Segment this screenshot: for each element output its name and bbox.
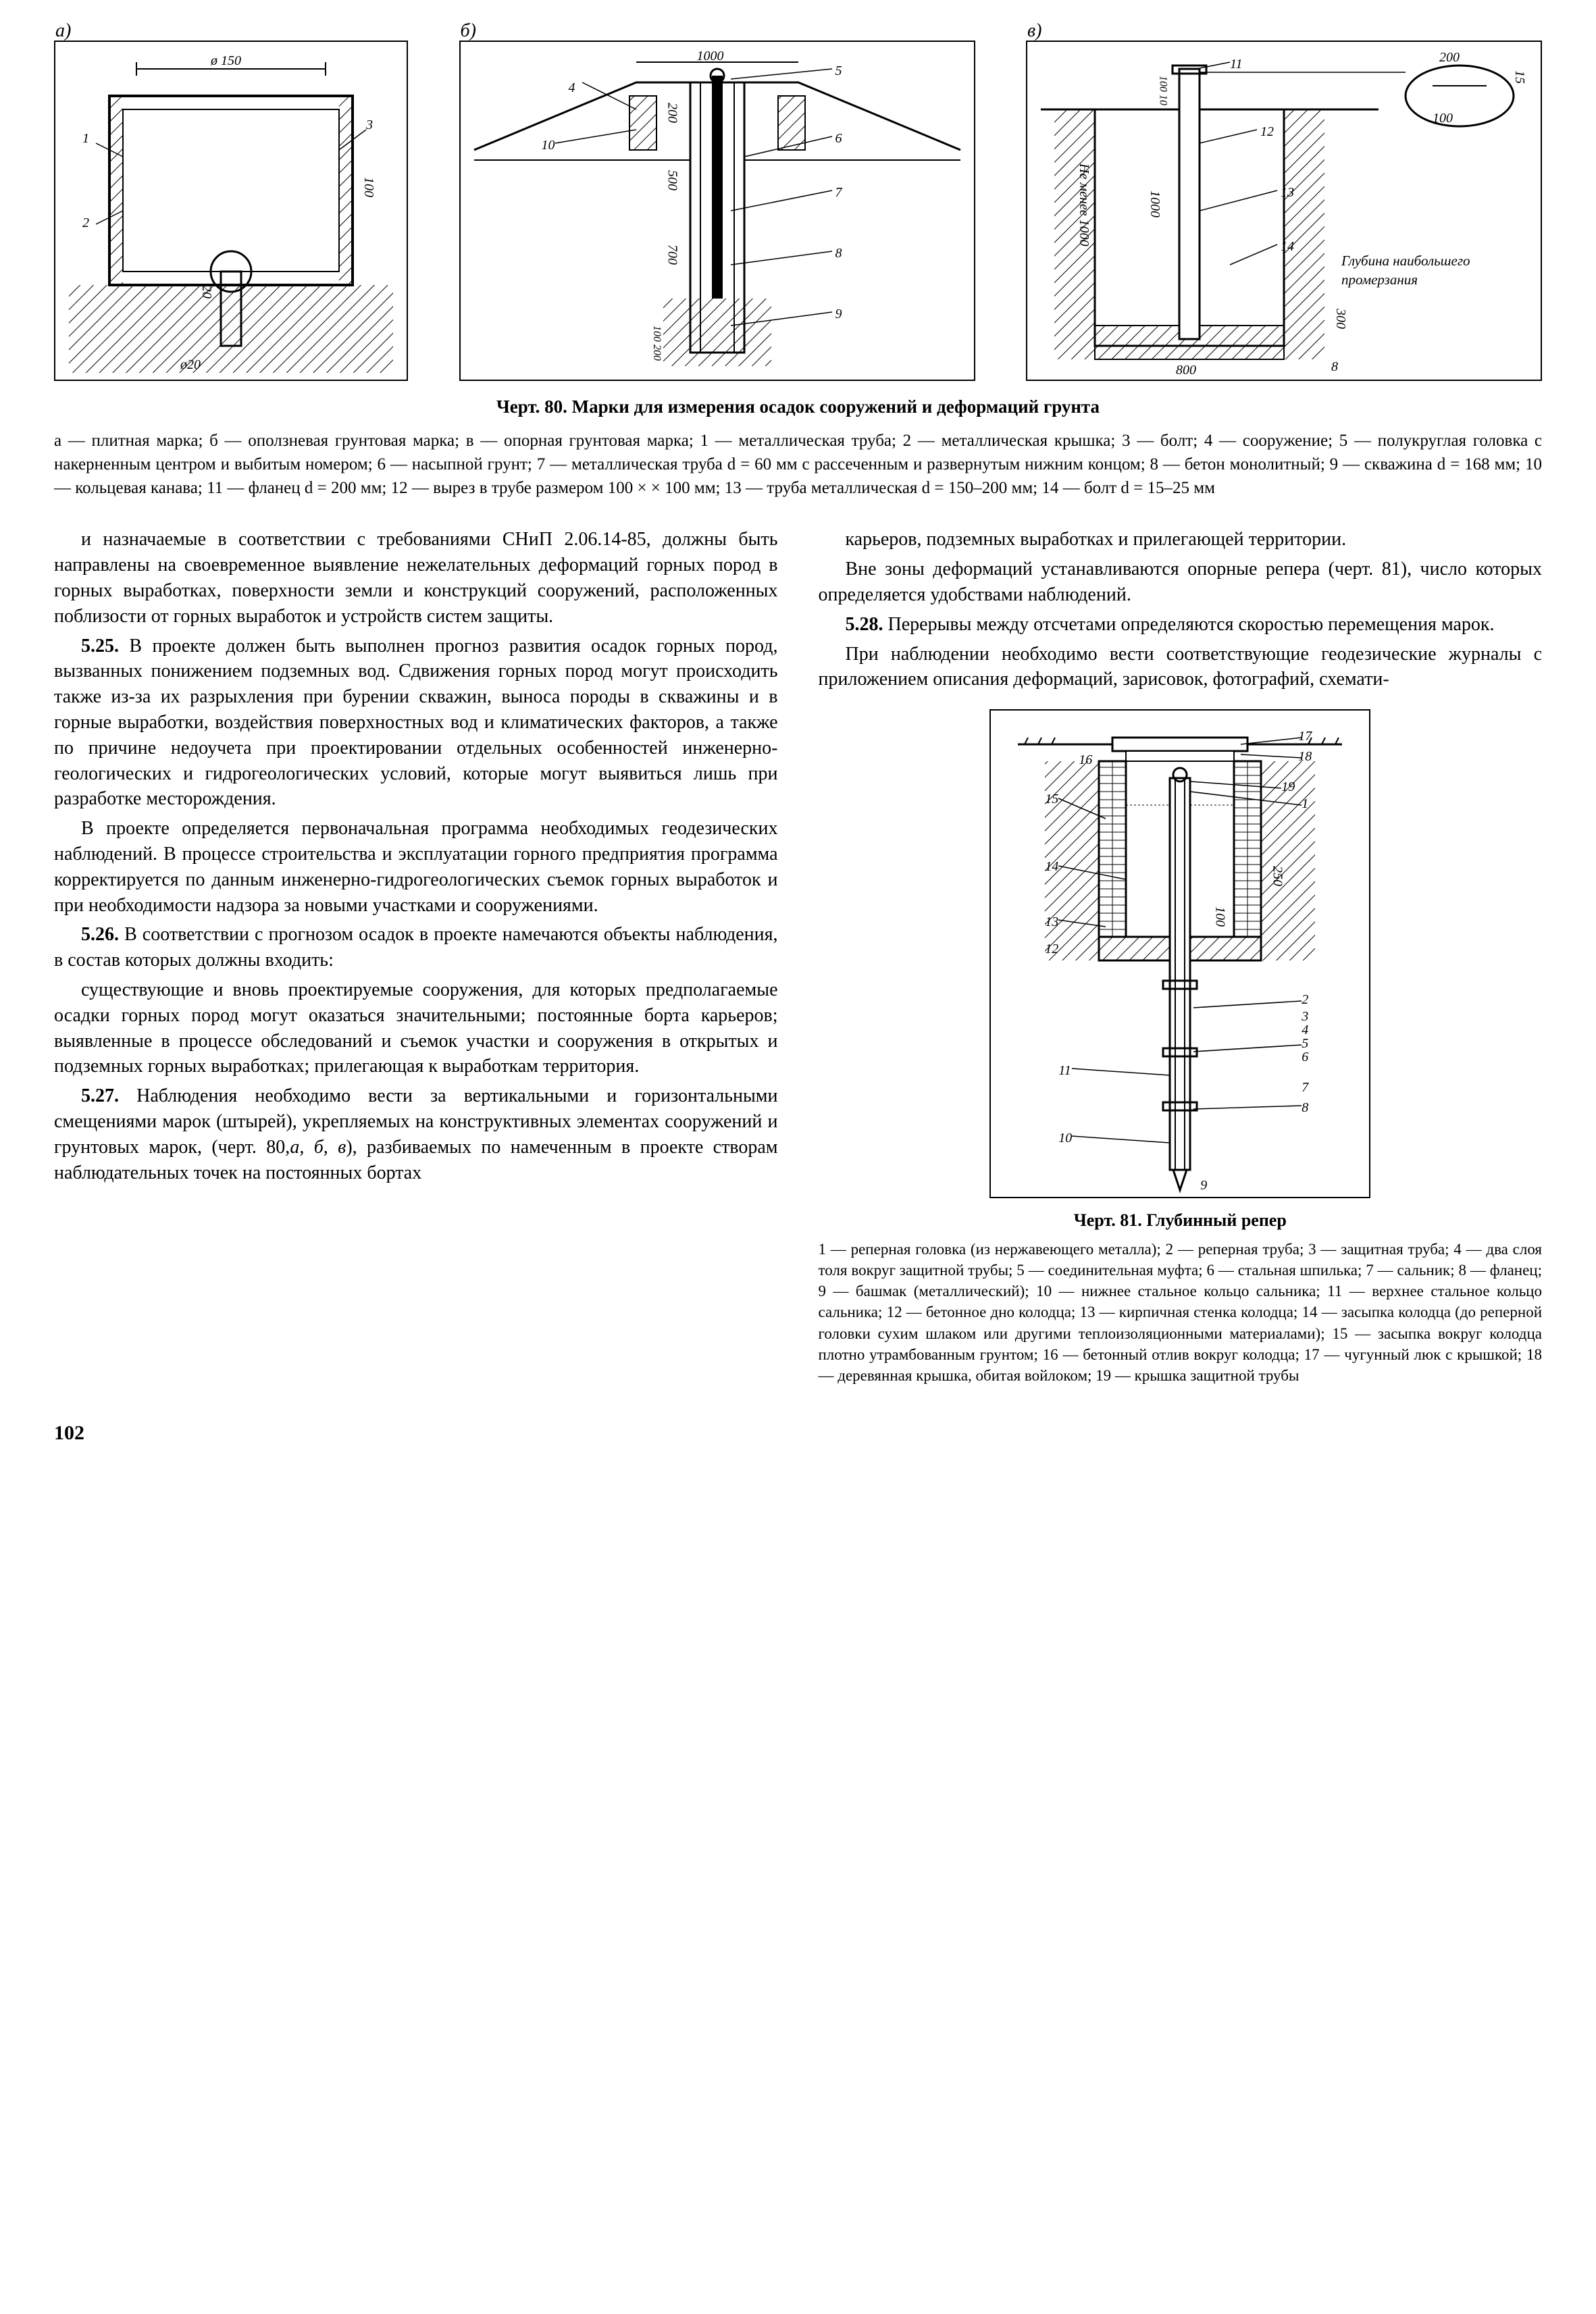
para-l0: и назначаемые в соответствии с требовани… — [54, 527, 778, 629]
dim-b-4: 4 — [569, 79, 575, 97]
dim-c-min1000: Не менее 1000 — [1075, 163, 1093, 247]
dim-b-6: 6 — [835, 130, 842, 148]
f81-7: 7 — [1302, 1079, 1308, 1097]
dim-c-15: 15 — [1510, 70, 1528, 84]
dim-c-100: 100 — [1433, 109, 1453, 128]
panel-label-c: в) — [1027, 18, 1041, 44]
figure-80-legend: а — плитная марка; б — оползневая грунто… — [54, 429, 1542, 500]
f81-12: 12 — [1045, 940, 1058, 958]
right-column: карьеров, подземных выработках и прилега… — [819, 527, 1543, 1385]
para-l1: 5.25. В проекте должен быть выполнен про… — [54, 634, 778, 813]
dim-c-800: 800 — [1176, 361, 1196, 380]
dim-c-13: 13 — [1281, 184, 1294, 202]
para-l2: В проекте определяется первоначальная пр… — [54, 816, 778, 918]
dim-a-3: 3 — [366, 116, 373, 134]
para-r2-text: Перерывы между отсчетами определяются ск… — [888, 614, 1495, 635]
para-l3-text: В соответствии с прогнозом осадок в прое… — [54, 924, 778, 971]
dim-b-700: 700 — [663, 245, 681, 265]
dim-b-500: 500 — [663, 170, 681, 190]
dim-c-freeze: Глубина наибольшего промерзания — [1341, 251, 1476, 290]
f81-13: 13 — [1045, 913, 1058, 931]
sec-526: 5.26. — [81, 924, 119, 945]
f81-19: 19 — [1281, 778, 1295, 796]
figure-80-panel-a: а) ø 150 — [54, 41, 408, 381]
sec-528: 5.28. — [846, 614, 883, 635]
para-r1: Вне зоны деформаций устанавливаются опор… — [819, 557, 1543, 608]
fig80c-svg — [1027, 42, 1541, 380]
f81-11: 11 — [1058, 1062, 1071, 1080]
para-r3: При наблюдении необходимо вести соответс… — [819, 642, 1543, 693]
dim-c-14: 14 — [1281, 238, 1294, 256]
figure-81-title: Черт. 81. Глубинный репер — [819, 1208, 1543, 1232]
f81-2: 2 — [1302, 991, 1308, 1009]
f81-8: 8 — [1302, 1099, 1308, 1117]
para-l5: 5.27. Наблюдения необходимо вести за вер… — [54, 1083, 778, 1185]
sec-527: 5.27. — [81, 1085, 119, 1106]
f81-14: 14 — [1045, 858, 1058, 876]
body-columns: и назначаемые в соответствии с требовани… — [54, 527, 1542, 1385]
dim-b-7: 7 — [835, 184, 842, 202]
f81-d250: 250 — [1268, 866, 1286, 886]
f81-d100: 100 — [1210, 906, 1229, 927]
f81-16: 16 — [1079, 751, 1092, 769]
para-l3: 5.26. В соответствии с прогнозом осадок … — [54, 922, 778, 973]
sec-525: 5.25. — [81, 636, 119, 657]
page-number: 102 — [54, 1420, 1542, 1447]
dim-c-11: 11 — [1230, 55, 1243, 74]
figure-80-panel-b: б) — [459, 41, 975, 381]
dim-b-100200: 100 200 — [650, 326, 665, 361]
dim-a-20: 20 — [197, 285, 215, 299]
para-r0: карьеров, подземных выработках и прилега… — [819, 527, 1543, 552]
panel-label-a: а) — [55, 18, 71, 44]
figure-80-panels: а) ø 150 — [54, 41, 1542, 381]
dim-a-1: 1 — [82, 130, 89, 148]
dim-a-100: 100 — [359, 177, 378, 197]
dim-a-d20: ø20 — [180, 356, 201, 374]
dim-c-300: 300 — [1331, 309, 1349, 329]
f81-9: 9 — [1200, 1177, 1207, 1195]
figure-80-panel-c: в) — [1026, 41, 1542, 381]
fig80b-svg — [461, 42, 974, 380]
para-l5-text: Наблюдения необходимо вести за вертикаль… — [54, 1085, 778, 1183]
dim-b-top: 1000 — [697, 47, 724, 66]
figure-80-title: Черт. 80. Марки для измерения осадок соо… — [54, 394, 1542, 419]
dim-b-200: 200 — [663, 103, 681, 123]
dim-c-200: 200 — [1439, 49, 1460, 67]
dim-a-2: 2 — [82, 214, 89, 232]
figure-81: 17 18 19 1 16 15 14 13 12 2 3 4 5 6 11 7… — [989, 709, 1370, 1198]
f81-10: 10 — [1058, 1129, 1072, 1148]
dim-b-5: 5 — [835, 62, 842, 80]
para-r2: 5.28. Перерывы между отсчетами определяю… — [819, 612, 1543, 638]
f81-18: 18 — [1298, 748, 1312, 766]
para-l1-text: В проекте должен быть выполнен прогноз р… — [54, 636, 778, 810]
f81-6: 6 — [1302, 1048, 1308, 1066]
para-l4: существующие и вновь проектируемые соору… — [54, 977, 778, 1079]
f81-1: 1 — [1302, 795, 1308, 813]
dim-c-1000: 1000 — [1145, 190, 1164, 217]
figure-80: а) ø 150 — [54, 41, 1542, 500]
f81-15: 15 — [1045, 790, 1058, 808]
dim-a-top: ø 150 — [211, 52, 241, 70]
left-column: и назначаемые в соответствии с требовани… — [54, 527, 778, 1385]
dim-c-12: 12 — [1260, 123, 1274, 141]
fig80a-svg — [55, 42, 407, 380]
dim-c-10010: 100 10 — [1156, 76, 1170, 105]
dim-c-8lbl: 8 — [1331, 358, 1338, 376]
figure-81-legend: 1 — реперная головка (из нержавеющего ме… — [819, 1239, 1543, 1385]
dim-b-10: 10 — [542, 136, 555, 155]
dim-b-9: 9 — [835, 305, 842, 324]
panel-label-b: б) — [461, 18, 476, 44]
dim-b-8: 8 — [835, 245, 842, 263]
f81-17: 17 — [1298, 727, 1312, 746]
